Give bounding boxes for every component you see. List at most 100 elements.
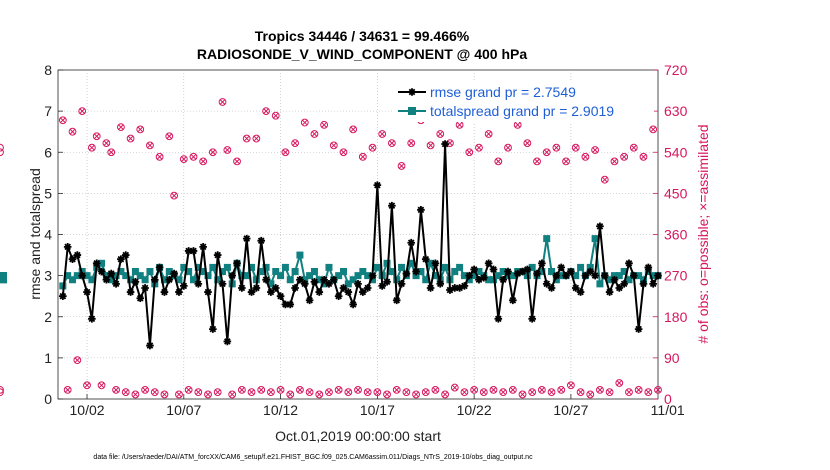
obs-possible-point	[450, 383, 459, 392]
obs-assimilated-point	[543, 149, 550, 156]
obs-possible-point	[68, 127, 77, 136]
totalspread-point	[335, 272, 343, 280]
obs-assimilated-point	[306, 389, 313, 395]
totalspread-point	[64, 272, 72, 280]
rmse-point	[426, 284, 435, 292]
obs-possible-point	[460, 388, 469, 397]
totalspread-point	[160, 276, 168, 284]
rmse-point	[368, 271, 377, 280]
obs-possible-point	[528, 388, 537, 397]
totalspread-point	[456, 263, 464, 271]
rmse-point	[228, 271, 236, 280]
obs-possible-point	[479, 388, 488, 397]
obs-assimilated-point	[345, 389, 352, 395]
obs-possible-point	[552, 143, 561, 152]
totalspread-point	[117, 268, 125, 276]
totalspread-point	[325, 263, 333, 271]
obs-possible-point	[0, 385, 4, 394]
rmse-point	[199, 243, 207, 251]
rmse-point	[334, 292, 343, 300]
totalspread-point	[644, 268, 652, 276]
rmse-point	[547, 284, 556, 292]
obs-assimilated-point	[568, 382, 574, 389]
y-left-tick-label: 8	[44, 62, 52, 78]
obs-assimilated-point	[500, 389, 506, 395]
obs-assimilated-point	[272, 112, 279, 119]
obs-possible-point	[107, 148, 116, 157]
totalspread-point	[485, 276, 493, 284]
obs-possible-point	[276, 385, 285, 394]
rmse-point	[484, 259, 493, 268]
totalspread-point	[649, 272, 657, 280]
obs-assimilated-point	[263, 108, 269, 114]
obs-assimilated-point	[364, 389, 371, 395]
totalspread-point	[373, 263, 381, 271]
obs-assimilated-point	[282, 149, 289, 156]
obs-assimilated-point	[147, 142, 153, 149]
footnote: data file: /Users/raeder/DAI/ATM_forcXX/…	[93, 454, 533, 461]
obs-possible-point	[73, 356, 82, 365]
obs-assimilated-point	[481, 389, 487, 395]
totalspread-point	[543, 235, 551, 243]
rmse-point	[330, 275, 338, 284]
obs-possible-point	[518, 390, 527, 399]
totalspread-point	[185, 268, 193, 276]
obs-possible-point	[591, 146, 599, 154]
y-right-tick-label: 360	[664, 227, 688, 243]
obs-assimilated-point	[514, 122, 521, 128]
totalspread-point	[141, 276, 149, 284]
totalspread-point	[509, 272, 517, 280]
y-axis-left-label: rmse and totalspread	[27, 168, 43, 300]
rmse-point	[146, 341, 154, 350]
obs-possible-point	[271, 111, 280, 120]
obs-assimilated-point	[369, 144, 376, 151]
obs-assimilated-point	[210, 149, 216, 156]
obs-possible-point	[102, 139, 111, 148]
obs-possible-point	[126, 134, 135, 143]
totalspread-point	[369, 276, 377, 284]
rmse-point	[78, 271, 86, 280]
y-axis-right: 0 90 180 270 360 450 540 630 720	[653, 62, 688, 407]
obs-assimilated-point	[127, 135, 134, 142]
obs-possible-point	[87, 143, 96, 152]
obs-possible-point	[571, 143, 580, 152]
obs-assimilated-point	[185, 387, 192, 393]
obs-assimilated-point	[374, 389, 381, 395]
rmse-point	[421, 255, 430, 263]
rmse-point	[634, 325, 643, 333]
y-right-tick-label: 90	[664, 350, 680, 366]
rmse-point	[441, 140, 449, 148]
totalspread-point	[586, 263, 594, 271]
obs-assimilated-point	[89, 144, 95, 151]
obs-possible-point	[470, 385, 479, 394]
obs-possible-point	[213, 388, 222, 397]
y-left-tick-label: 3	[44, 268, 52, 284]
rmse-point	[180, 282, 188, 290]
obs-assimilated-point	[142, 387, 148, 393]
obs-possible-point	[242, 134, 251, 143]
obs-possible-point	[0, 388, 4, 397]
obs-assimilated-point	[466, 149, 473, 156]
rmse-point	[562, 271, 570, 280]
obs-assimilated-point	[572, 144, 579, 151]
obs-assimilated-point	[79, 108, 85, 114]
totalspread-point	[310, 268, 318, 276]
obs-possible-point	[397, 162, 406, 170]
obs-assimilated-point	[355, 387, 361, 393]
totalspread-point	[223, 263, 231, 271]
totalspread-point	[451, 268, 459, 276]
totalspread-point	[388, 268, 396, 276]
obs-assimilated-point	[243, 135, 250, 142]
obs-assimilated-point	[529, 389, 535, 395]
obs-possible-point	[392, 385, 401, 394]
totalspread-point	[465, 276, 473, 284]
obs-possible-point	[296, 385, 304, 394]
obs-possible-point	[412, 390, 420, 399]
rmse-point	[242, 234, 251, 243]
x-tick-label: 10/17	[360, 402, 395, 418]
obs-assimilated-point	[606, 389, 613, 395]
obs-possible-point	[281, 148, 290, 157]
rmse-point	[121, 251, 130, 259]
obs-possible-point	[523, 139, 532, 148]
rmse-point	[392, 296, 401, 305]
